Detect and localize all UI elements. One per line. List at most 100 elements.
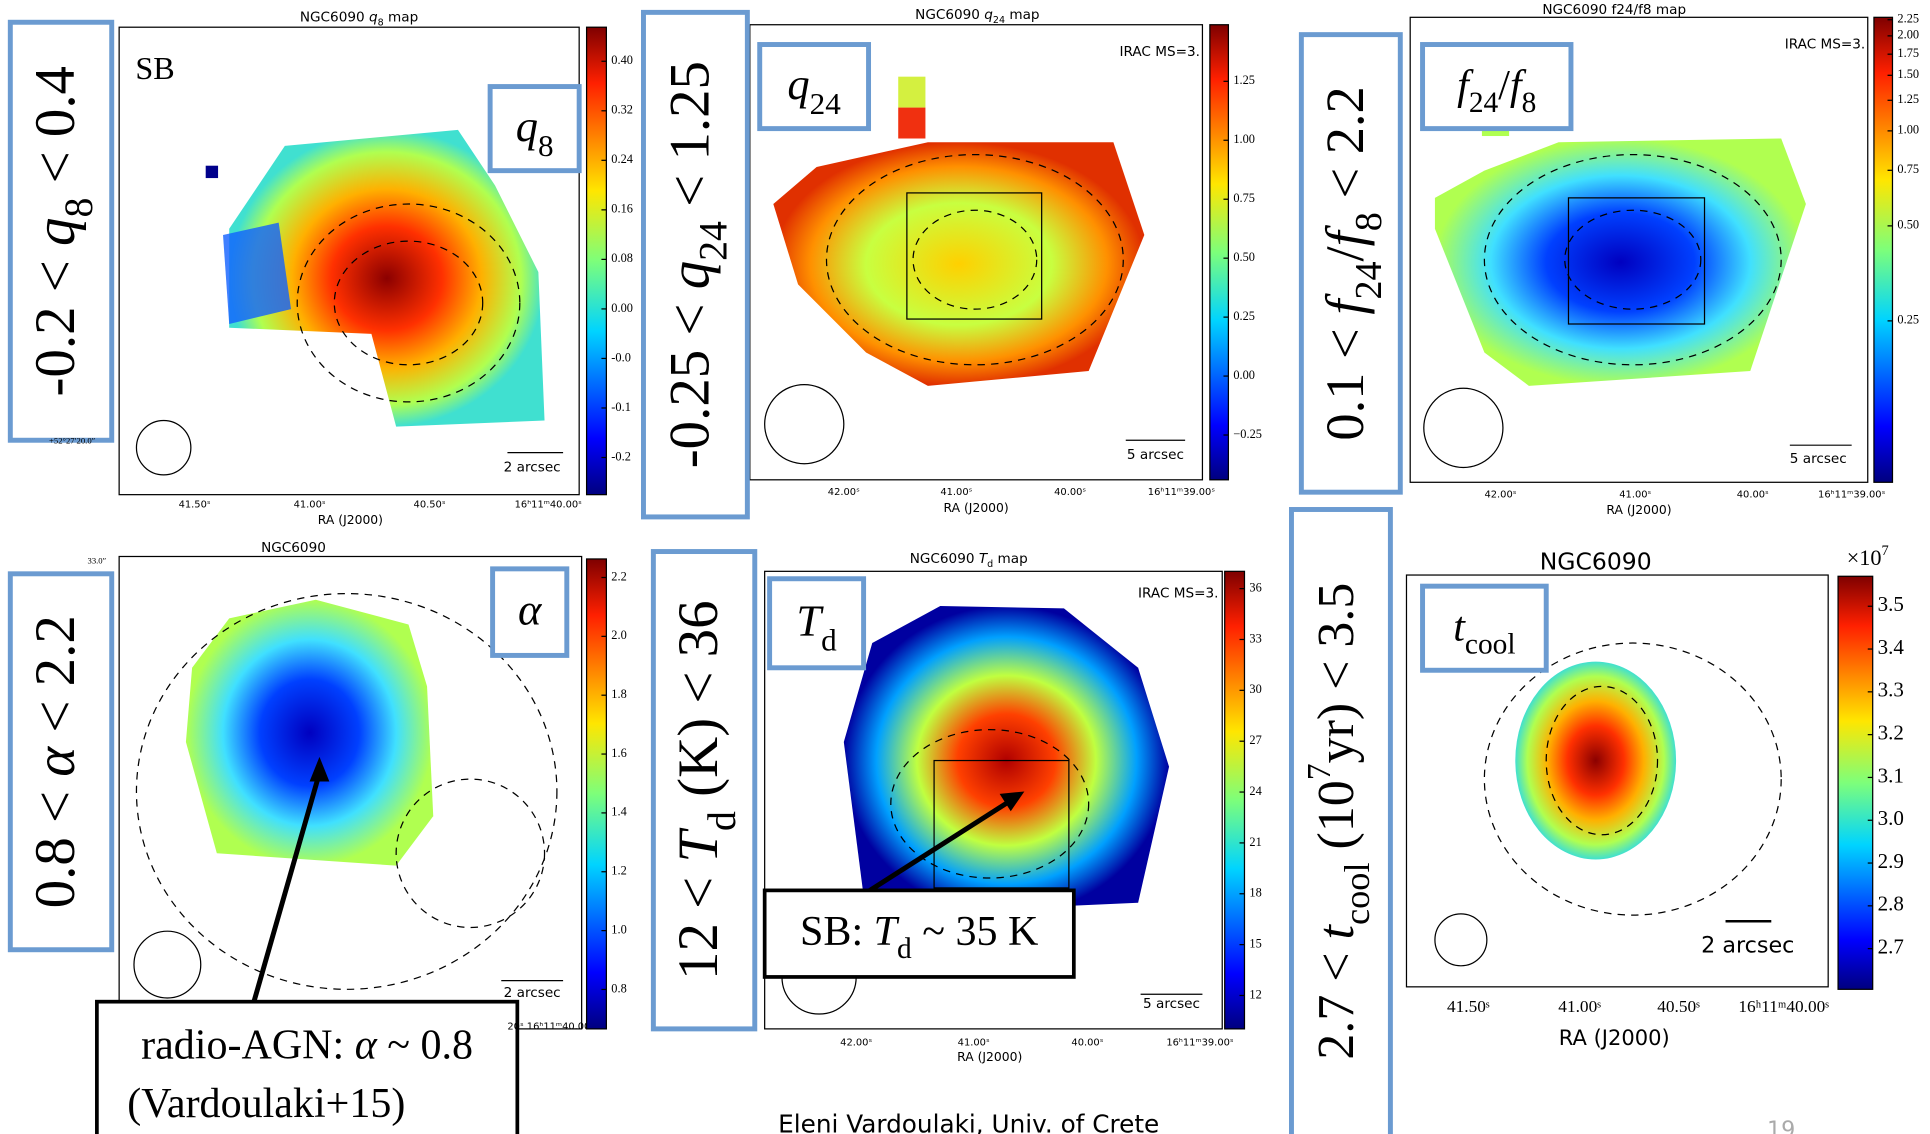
scalebar-label: 2 arcsec [504,459,561,475]
colorbar-tick-label: 1.75 [1897,46,1919,60]
text-part: < 2.2 [24,615,87,747]
text-part: 24 [1348,261,1390,299]
colorbar-tick-label: 12 [1249,987,1261,1001]
colorbar-tick-label: 1.50 [1897,67,1919,81]
panel-title: NGC6090 q24 map [915,7,1039,26]
text-part: 24 [993,15,1005,26]
colorbar-tick-label: 2.7 [1878,934,1904,958]
text-part: ×10 [1847,545,1882,570]
colorbar-tick-label: −0.25 [1233,427,1262,441]
x-tick-label: 41.50ˢ [1447,997,1490,1016]
annotation: (Vardoulaki+15) [127,1080,405,1126]
colorbar-tick-label: 3.5 [1878,592,1904,616]
colorbar-tick-label: 0.50 [1233,250,1255,264]
x-tick-label: 41.00ˢ [1619,490,1651,501]
text-part: map [384,9,419,25]
x-tick-label: 42.00ˢ [1484,490,1516,501]
text-part: (K) < 36 [667,600,730,811]
x-tick-label: 20ˢ 16ʰ11ᵐ40.00ˢ [507,1021,594,1032]
colorbar [587,27,607,494]
panel-title: NGC6090 [1540,547,1652,575]
text-part: map [1005,7,1040,23]
x-tick-label: 16ʰ11ᵐ40.00ˢ [1738,997,1829,1016]
text-part: 8 [538,128,554,163]
x-tick-label: 16ʰ11ᵐ39.00ˢ [1166,1037,1234,1048]
text-part: 7 [1301,763,1338,780]
colorbar-tick-label: 21 [1249,835,1261,849]
colorbar-tick-label: 0.75 [1897,162,1919,176]
text-part: (10 [1308,780,1365,862]
colorbar-tick-label: -0.1 [611,400,631,414]
colorbar-tick-label: 2.2 [611,569,626,583]
colorbar-tick-label: 1.4 [611,805,626,819]
x-tick-label: 41.50ˢ [179,500,211,511]
text-part: 24 [692,221,736,261]
colorbar-tick-label: 33 [1249,631,1261,645]
x-tick-label: 40.50ˢ [1657,997,1700,1016]
colorbar-tick-label: 0.00 [611,301,633,315]
x-tick-label: 16ʰ11ᵐ40.00ˢ [515,500,583,511]
text-part: NGC6090 [915,7,984,23]
text-part: d [821,622,837,657]
text-part: -0.2 < [24,246,87,397]
slide: NGC6090 q8 map-0.2 < q8 < 0.4q8SB+52°27′… [0,0,1930,1134]
colorbar-tick-label: 1.00 [1233,132,1255,146]
text-part: α [24,746,87,777]
dec-label: +52°27′20.0″ [49,435,96,445]
footer: Eleni Vardoulaki, Univ. of Crete [778,1109,1159,1134]
colorbar [587,559,607,1029]
x-tick-label: 16ʰ11ᵐ39.00ˢ [1148,487,1216,498]
x-axis-label: RA (J2000) [944,501,1009,515]
x-tick-label: 41.00ˢ [940,487,972,498]
text-part: 2.7 < [1308,939,1365,1059]
text-part: ~ 35 K [912,909,1039,955]
colorbar-tick-label: 3.2 [1878,720,1904,744]
colorbar-tick-label: 0.25 [1897,313,1919,327]
x-axis-label: RA (J2000) [318,513,383,527]
text-part: 0.8 < [24,777,87,909]
x-tick-label: 40.00ˢ [1071,1037,1103,1048]
scalebar-label: 5 arcsec [1790,451,1847,467]
text-part: (Vardoulaki+15) [127,1080,405,1126]
colorbar-tick-label: -0.2 [611,449,631,463]
colorbar [1210,25,1229,480]
text-part: t [1308,923,1365,939]
text-part: 7 [1882,544,1889,560]
text-part: q [516,101,538,151]
colorbar-tick-label: 0.8 [611,981,626,995]
colorbar-tick-label: 0.16 [611,202,633,216]
colorbar-tick-label: 36 [1249,580,1261,594]
text-part: 24 [1469,87,1499,119]
range-label: 0.8 < α < 2.2 [24,615,87,908]
text-part: < 1.25 [658,61,721,221]
x-tick-label: 40.00ˢ [1054,487,1086,498]
x-tick-label: 42.00ˢ [828,487,860,498]
text-part: NGC6090 [300,9,369,25]
colorbar-tick-label: 0.25 [1233,309,1255,323]
x-tick-label: 16ʰ11ᵐ39.00ˢ [1818,490,1886,501]
colorbar-tick-label: 27 [1249,733,1261,747]
text-part: NGC6090 [910,551,979,567]
colorbar [1874,17,1893,482]
scalebar-label: 2 arcsec [1701,933,1794,959]
colorbar-tick-label: 0.24 [611,152,633,166]
x-axis-label: RA (J2000) [1606,503,1671,517]
colorbar-tick-label: 3.0 [1878,806,1904,830]
text-part: α [518,585,543,635]
text-part: 8 [1348,212,1390,231]
text-part: NGC6090 f24/f8 map [1542,2,1686,18]
text-part: -0.25 < [658,289,721,468]
colorbar-tick-label: 1.2 [611,864,626,878]
text-part: T [874,909,900,955]
scalebar-label: 5 arcsec [1143,996,1200,1012]
colorbar-tick-label: 2.0 [611,628,626,642]
colorbar-tick-label: 1.25 [1233,73,1255,87]
text-part: 0.1 < [1315,315,1375,441]
text-part: T [667,828,730,863]
page-number: 19 [1767,1117,1795,1134]
x-axis-label: RA (J2000) [957,1050,1022,1064]
colorbar-multiplier: ×107 [1847,544,1889,571]
text-part: ~ 0.8 [377,1022,473,1068]
annotation: radio-AGN: α ~ 0.8 [141,1022,473,1068]
text-part: q [24,218,87,246]
